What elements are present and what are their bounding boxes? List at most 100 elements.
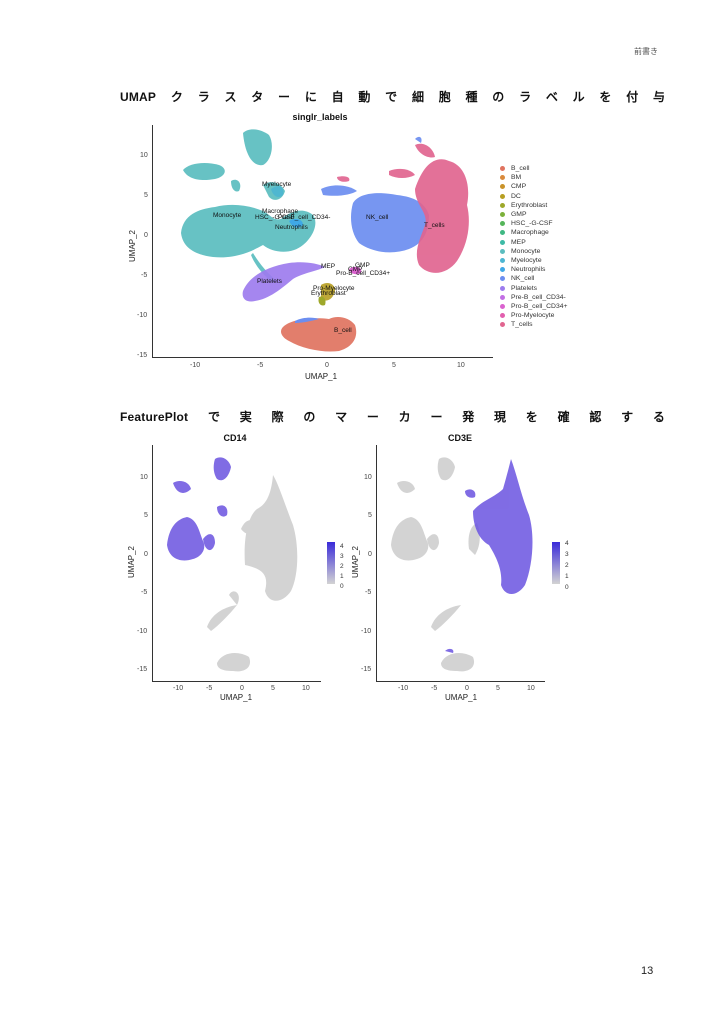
legend-dot-icon (500, 212, 505, 218)
y-tick: 0 (144, 232, 148, 239)
y-tick: 5 (144, 192, 148, 199)
x-tick: -5 (257, 362, 264, 369)
section-title-featureplot: FeaturePlot で 実 際 の マ ー カ ー 発 現 を 確 認 す る (120, 408, 665, 425)
legend-item: DC (500, 192, 567, 201)
section-title-char: ラ (197, 90, 210, 104)
section-title-umap: UMAP クラスターに自動で細胞種のラベルを付与 (120, 88, 665, 105)
section-title-lead: UMAP (120, 90, 157, 104)
legend-dot-icon (500, 175, 505, 181)
cd3e-colorbar (552, 542, 560, 584)
legend-dot-icon (500, 322, 505, 328)
x-tick: 10 (457, 362, 465, 369)
cd14-plot-axes (152, 445, 321, 682)
legend-label: HSC_-G-CSF (511, 220, 553, 228)
x-tick: 0 (325, 362, 329, 369)
y-tick: -15 (137, 666, 148, 673)
legend-label: DC (511, 192, 521, 200)
legend-dot-icon (500, 193, 505, 199)
colorbar-tick: 1 (565, 573, 569, 580)
section-title-char: る (652, 410, 665, 424)
y-tick: -10 (137, 312, 148, 319)
section-title-char: ス (224, 90, 237, 104)
legend-item: T_cells (500, 320, 567, 329)
legend-dot-icon (500, 294, 505, 300)
legend-dot-icon (500, 276, 505, 282)
section-title-char: ー (430, 410, 443, 424)
legend-dot-icon (500, 184, 505, 190)
legend-dot-icon (500, 202, 505, 208)
legend-item: Myelocyte (500, 256, 567, 265)
colorbar-tick: 0 (565, 584, 569, 591)
legend-item: HSC_-G-CSF (500, 219, 567, 228)
cluster-label: Macrophage (262, 208, 299, 215)
x-tick: -10 (190, 362, 201, 369)
legend-dot-icon (500, 267, 505, 273)
colorbar-tick: 0 (340, 583, 344, 590)
umap-plot-axes (152, 125, 493, 358)
x-axis-title: UMAP_1 (445, 693, 478, 702)
legend-label: T_cells (511, 321, 533, 329)
legend-label: Myelocyte (511, 256, 542, 264)
y-tick: -10 (137, 628, 148, 635)
cluster-label: CMP (348, 266, 363, 273)
section-title-char: 細 (411, 90, 424, 104)
legend-item: Erythroblast (500, 201, 567, 210)
legend-item: Neutrophils (500, 265, 567, 274)
y-tick: 5 (144, 512, 148, 519)
section-title-char: 自 (331, 90, 344, 104)
legend-item: CMP (500, 182, 567, 191)
legend-item: Pro-Myelocyte (500, 311, 567, 320)
section-title-char: ー (278, 90, 291, 104)
legend-dot-icon (500, 285, 505, 291)
legend-item: BM (500, 173, 567, 182)
legend-item: Macrophage (500, 228, 567, 237)
colorbar-tick: 4 (340, 543, 344, 550)
section-title-char: ル (572, 90, 585, 104)
legend-dot-icon (500, 257, 505, 263)
y-tick: 10 (140, 152, 148, 159)
legend-item: Platelets (500, 283, 567, 292)
section-title-char: の (303, 410, 316, 424)
section-title-char: を (525, 410, 538, 424)
section-title-char: 確 (557, 410, 570, 424)
legend-dot-icon (500, 248, 505, 254)
legend-item: B_cell (500, 164, 567, 173)
legend-label: Neutrophils (511, 266, 546, 274)
y-axis-title: UMAP_2 (351, 545, 360, 578)
y-tick: 10 (140, 474, 148, 481)
section-title-char: ク (170, 90, 183, 104)
legend-item: MEP (500, 238, 567, 247)
legend-dot-icon (500, 221, 505, 227)
plot-title-singlr-labels: singlr_labels (292, 112, 348, 122)
y-tick: -5 (365, 589, 372, 596)
plot-title-cd14: CD14 (223, 433, 247, 443)
colorbar-tick: 4 (565, 540, 569, 547)
section-title-char: す (621, 410, 634, 424)
y-tick: -15 (137, 352, 148, 359)
legend-label: GMP (511, 211, 527, 219)
x-tick: -10 (398, 685, 409, 692)
section-title-char: 現 (494, 410, 507, 424)
cd3e-plot-axes (376, 445, 545, 682)
cd3e-scatter (391, 457, 533, 672)
y-axis-title: UMAP_2 (127, 545, 136, 578)
x-axis-title: UMAP_1 (220, 693, 253, 702)
legend-item: GMP (500, 210, 567, 219)
section-title-char: に (304, 90, 317, 104)
x-tick: 5 (392, 362, 396, 369)
colorbar-tick: 3 (565, 551, 569, 558)
y-tick: -5 (141, 272, 148, 279)
plot-title-cd3e: CD3E (447, 433, 472, 443)
section-title-char: 際 (271, 410, 284, 424)
cluster-label: Erythroblast (311, 290, 346, 297)
legend-label: Platelets (511, 284, 538, 292)
cd14-scatter (167, 457, 298, 672)
x-tick: 10 (302, 685, 310, 692)
legend-label: Pro-B_cell_CD34+ (511, 302, 568, 310)
cluster-label: Pre-B_cell_CD34- (278, 214, 331, 221)
section-title-char: ベ (545, 90, 558, 104)
cluster-label: Myelocyte (262, 181, 292, 188)
x-tick: -5 (206, 685, 213, 692)
cluster-label: MEP (321, 263, 336, 270)
cluster-label: Monocyte (213, 212, 242, 219)
